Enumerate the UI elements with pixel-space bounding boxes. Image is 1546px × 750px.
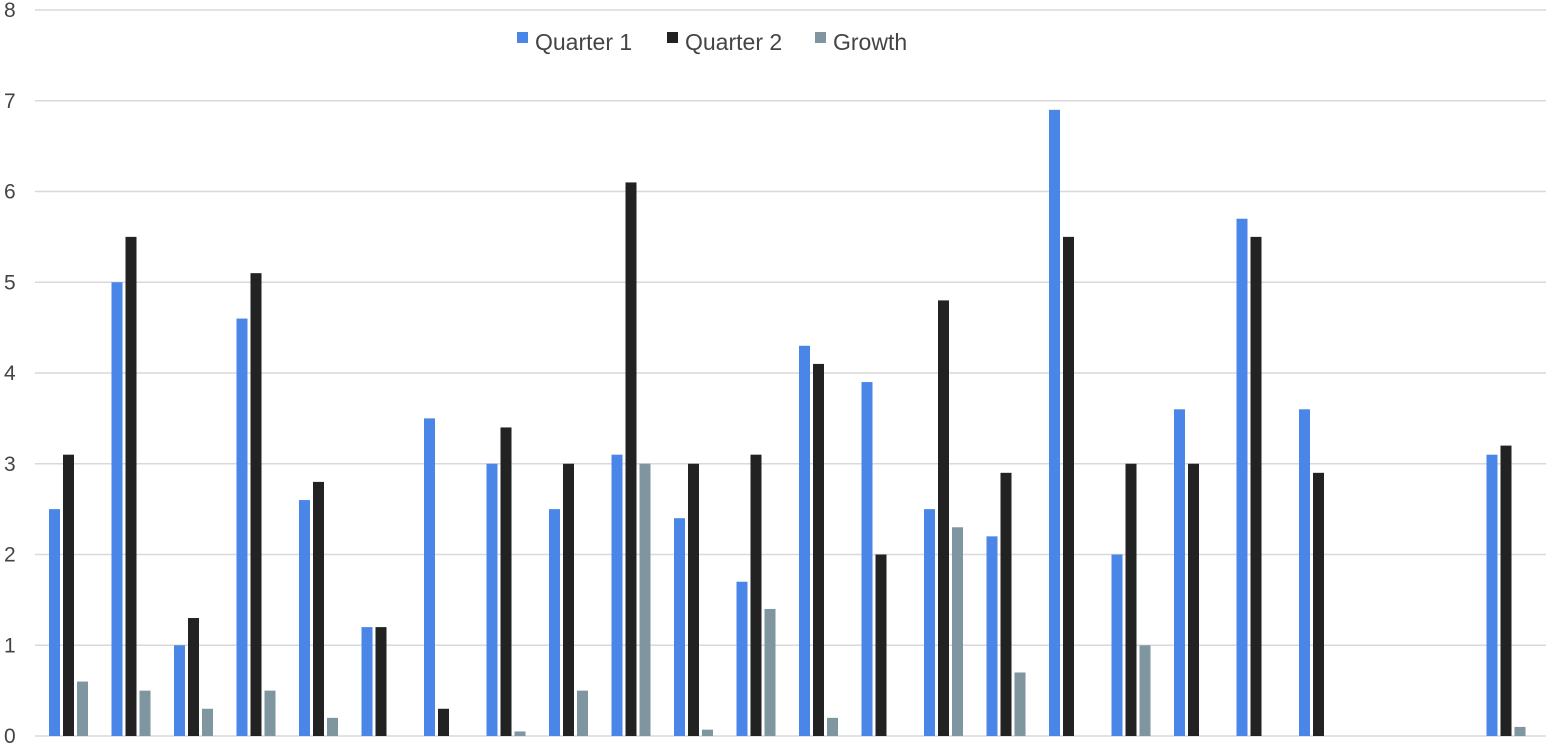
bar-quarter-2 [688,463,699,736]
bar-growth [827,717,838,736]
bar-quarter-1 [486,463,498,736]
y-tick-label: 4 [4,362,16,385]
bar-quarter-2 [1063,236,1074,736]
bar-quarter-1 [986,536,998,736]
bar-growth [764,608,776,736]
bar-quarter-2 [813,363,824,736]
bar-growth [139,690,151,736]
bar-quarter-2 [1188,463,1199,736]
bar-quarter-1 [1174,409,1185,736]
bar-growth [952,527,963,736]
bar-growth [77,681,88,736]
bar-growth [264,690,276,736]
bar-growth [202,708,213,736]
bar-growth [577,690,588,736]
legend-swatch-quarter-1 [517,32,528,43]
bar-quarter-1 [1236,218,1248,737]
bar-quarter-2 [125,236,137,736]
bars [49,109,1526,737]
bar-growth [1139,645,1151,736]
bar-quarter-1 [299,500,310,736]
bar-growth [327,717,338,736]
bar-quarter-1 [174,645,185,736]
bar-quarter-2 [750,454,762,736]
bar-quarter-2 [250,273,262,736]
bar-quarter-1 [924,509,935,736]
legend-label-growth: Growth [833,29,907,55]
bar-quarter-1 [736,581,748,736]
legend: Quarter 1 Quarter 2 Growth [517,29,907,55]
bar-quarter-1 [549,509,560,736]
legend-label-quarter-1: Quarter 1 [535,29,632,55]
bar-quarter-2 [438,708,449,736]
y-tick-label: 1 [4,634,16,657]
legend-item-quarter-2: Quarter 2 [667,29,782,55]
bar-quarter-1 [49,509,60,736]
y-tick-label: 5 [4,271,16,294]
bar-quarter-1 [1111,554,1123,736]
legend-item-quarter-1: Quarter 1 [517,29,632,55]
y-tick-label: 7 [4,90,16,113]
bar-quarter-2 [1125,463,1137,736]
bar-quarter-2 [938,300,949,736]
y-tick-label: 0 [4,725,16,748]
legend-swatch-quarter-2 [667,32,678,43]
bar-quarter-2 [625,182,637,737]
bar-quarter-1 [861,382,873,736]
bar-growth [1014,672,1026,736]
bar-quarter-2 [563,463,574,736]
bar-growth [514,731,526,736]
bar-quarter-1 [799,345,810,736]
bar-quarter-2 [63,454,74,736]
y-tick-label: 3 [4,453,16,476]
bar-growth [1514,726,1526,736]
legend-label-quarter-2: Quarter 2 [685,29,782,55]
bar-quarter-1 [611,454,623,736]
bar-quarter-2 [375,627,387,736]
bar-quarter-1 [674,518,685,736]
bar-quarter-2 [1313,472,1324,736]
gridlines [35,9,1546,737]
y-axis-tick-labels: 0 1 2 3 4 5 6 7 8 [4,0,16,748]
bar-quarter-1 [1486,454,1498,736]
bar-quarter-2 [188,618,199,736]
bar-quarter-2 [875,554,887,736]
bar-quarter-1 [1049,109,1060,736]
y-tick-label: 2 [4,544,16,567]
bar-quarter-2 [1000,472,1012,736]
bar-quarter-1 [424,418,435,736]
bar-quarter-2 [313,481,324,736]
legend-item-growth: Growth [815,29,907,55]
bar-quarter-2 [1250,236,1262,736]
bar-quarter-2 [500,427,512,736]
bar-quarter-1 [111,282,123,736]
bar-quarter-1 [236,318,248,736]
legend-swatch-growth [815,32,826,43]
y-tick-label: 6 [4,181,16,204]
bar-quarter-1 [361,627,373,736]
bar-quarter-2 [1500,445,1512,736]
bar-growth [639,463,651,736]
y-tick-label: 8 [4,0,16,22]
bar-quarter-1 [1299,409,1310,736]
bar-growth [702,729,713,736]
